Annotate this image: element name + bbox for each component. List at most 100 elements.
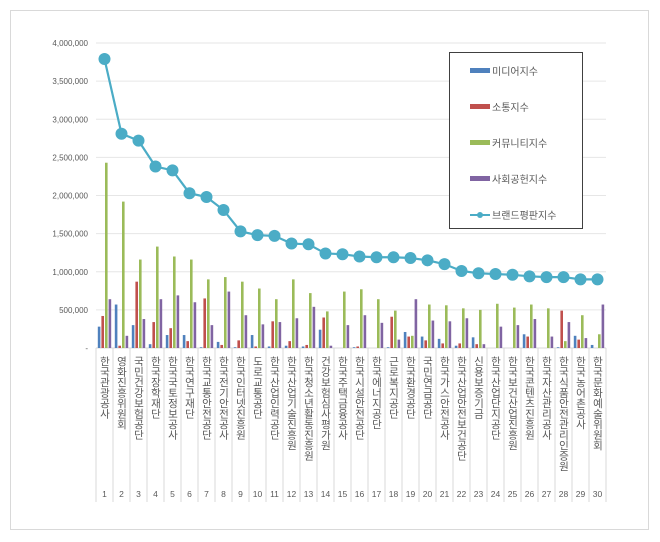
bar-사회공헌지수-10	[261, 324, 265, 348]
point-브랜드평판지수-17	[370, 251, 383, 264]
category-label: 한국관광공사	[99, 356, 111, 420]
point-브랜드평판지수-1	[98, 53, 111, 66]
point-브랜드평판지수-13	[302, 238, 315, 251]
bar-미디어지수-5	[165, 335, 169, 348]
rank-label: 5	[170, 489, 175, 499]
bar-소통지수-10	[254, 346, 257, 348]
category-label: 한국에너지공단	[371, 356, 383, 430]
point-브랜드평판지수-28	[557, 271, 570, 284]
rank-label: 2	[119, 489, 124, 499]
bar-미디어지수-6	[182, 335, 186, 348]
bar-커뮤니티지수-10	[258, 288, 261, 348]
bar-소통지수-22	[458, 343, 461, 348]
rank-label: 8	[221, 489, 226, 499]
bar-사회공헌지수-11	[278, 322, 282, 348]
bar-소통지수-21	[441, 343, 444, 348]
category-label: 도로교통공단	[252, 356, 264, 419]
bar-커뮤니티지수-23	[479, 309, 482, 348]
rank-label: 12	[287, 489, 297, 499]
bar-커뮤니티지수-14	[326, 311, 329, 348]
point-브랜드평판지수-3	[132, 134, 145, 147]
category-label: 한국청소년활동진흥원	[303, 356, 315, 461]
category-label: 한국연구재단	[184, 356, 196, 419]
bar-커뮤니티지수-20	[428, 304, 431, 348]
bar-사회공헌지수-21	[448, 321, 452, 348]
rank-label: 23	[474, 489, 484, 499]
category-label: 한국산업안전보건공단	[456, 356, 468, 461]
rank-label: 10	[253, 489, 263, 499]
bar-사회공헌지수-24	[499, 326, 503, 348]
category-label: 한국인터넷진흥원	[235, 356, 247, 440]
y-tick-label: -	[85, 344, 88, 353]
y-tick-label: 2,500,000	[52, 153, 88, 162]
bar-미디어지수-12	[284, 345, 288, 348]
legend-item: 미디어지수	[470, 63, 538, 78]
point-브랜드평판지수-24	[489, 268, 502, 281]
bar-커뮤니티지수-4	[156, 246, 159, 348]
rank-label: 3	[136, 489, 141, 499]
bar-미디어지수-10	[250, 335, 254, 348]
y-tick-label: 2,000,000	[52, 192, 88, 201]
point-브랜드평판지수-16	[353, 250, 366, 263]
rank-label: 21	[440, 489, 450, 499]
y-tick-label: 1,000,000	[52, 268, 88, 277]
category-label: 근로복지공단	[388, 356, 400, 419]
point-브랜드평판지수-5	[166, 164, 179, 177]
bar-미디어지수-2	[114, 304, 118, 348]
bar-커뮤니티지수-6	[190, 259, 193, 348]
point-브랜드평판지수-7	[200, 191, 213, 204]
bar-소통지수-23	[475, 344, 478, 348]
rank-label: 9	[238, 489, 243, 499]
bar-미디어지수-13	[301, 346, 305, 348]
bar-소통지수-2	[118, 345, 121, 348]
point-브랜드평판지수-25	[506, 268, 519, 281]
bar-사회공헌지수-19	[414, 299, 418, 348]
category-label: 한국산업인력공단	[269, 356, 281, 440]
bar-미디어지수-4	[148, 344, 152, 348]
bar-커뮤니티지수-29	[581, 315, 584, 348]
category-label: 한국문화예술위원회	[592, 356, 604, 451]
category-label: 국민연금공단	[422, 356, 434, 419]
bar-사회공헌지수-30	[601, 304, 605, 348]
legend-item: 커뮤니티지수	[470, 135, 547, 150]
category-label: 한국산업기술진흥원	[286, 356, 298, 451]
point-브랜드평판지수-22	[455, 264, 468, 277]
point-브랜드평판지수-6	[183, 187, 196, 200]
bar-사회공헌지수-4	[159, 299, 163, 348]
legend-label: 미디어지수	[492, 67, 538, 78]
bar-사회공헌지수-22	[465, 318, 469, 348]
bar-사회공헌지수-15	[346, 325, 350, 348]
y-tick-label: 500,000	[59, 306, 88, 315]
legend-label: 커뮤니티지수	[492, 139, 548, 150]
bar-커뮤니티지수-12	[292, 279, 295, 348]
rank-label: 16	[355, 489, 365, 499]
rank-label: 7	[204, 489, 209, 499]
bar-사회공헌지수-16	[363, 315, 367, 348]
rank-label: 17	[372, 489, 382, 499]
rank-label: 11	[270, 489, 279, 499]
rank-label: 18	[389, 489, 399, 499]
point-브랜드평판지수-15	[336, 248, 349, 261]
bar-소통지수-9	[237, 340, 240, 348]
legend-swatch	[470, 104, 490, 109]
bar-사회공헌지수-5	[176, 295, 180, 348]
category-label: 한국가스안전공사	[439, 356, 451, 441]
bar-커뮤니티지수-26	[530, 304, 533, 348]
bar-사회공헌지수-27	[550, 336, 554, 348]
point-브랜드평판지수-30	[591, 273, 604, 286]
bar-소통지수-4	[152, 322, 155, 348]
point-브랜드평판지수-14	[319, 247, 332, 260]
bar-커뮤니티지수-17	[377, 299, 380, 348]
bar-미디어지수-9	[233, 347, 237, 348]
y-tick-label: 4,000,000	[52, 39, 88, 48]
category-label: 영화진흥위원회	[116, 356, 128, 430]
legend-label: 브랜드평판지수	[492, 211, 557, 222]
bar-소통지수-13	[305, 344, 308, 348]
bar-미디어지수-19	[403, 331, 407, 348]
point-브랜드평판지수-29	[574, 273, 587, 286]
legend: 미디어지수 소통지수 커뮤니티지수 사회공헌지수 브랜드평판지수	[449, 52, 583, 229]
bar-소통지수-14	[322, 317, 325, 348]
bar-미디어지수-7	[199, 347, 203, 348]
